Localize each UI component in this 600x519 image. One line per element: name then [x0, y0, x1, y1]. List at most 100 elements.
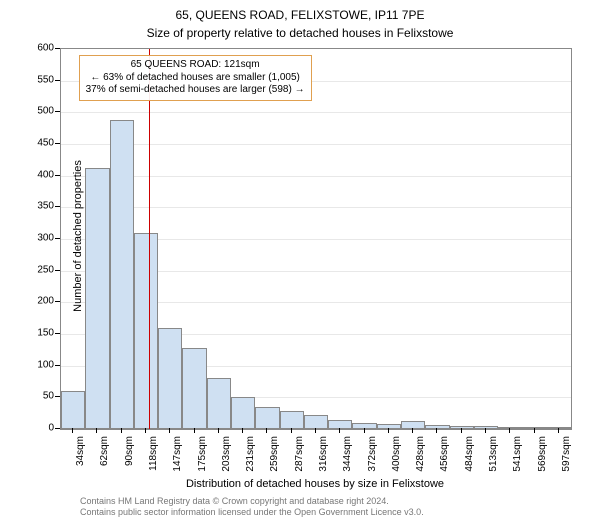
bar: [522, 427, 546, 429]
x-tick-label: 259sqm: [269, 436, 280, 481]
x-tick: [145, 428, 146, 433]
x-tick: [218, 428, 219, 433]
info-line-2: ← 63% of detached houses are smaller (1,…: [86, 72, 305, 85]
x-tick: [315, 428, 316, 433]
x-tick-label: 203sqm: [221, 436, 232, 481]
chart-container: 65, QUEENS ROAD, FELIXSTOWE, IP11 7PE Si…: [0, 0, 600, 500]
y-tick: [55, 80, 60, 81]
x-tick-label: 287sqm: [294, 436, 305, 481]
bar: [401, 421, 425, 429]
x-tick-label: 316sqm: [318, 436, 329, 481]
y-tick-label: 250: [26, 264, 54, 275]
gridline: [61, 176, 571, 177]
y-tick-label: 100: [26, 359, 54, 370]
y-tick-label: 550: [26, 74, 54, 85]
y-tick-label: 600: [26, 43, 54, 54]
x-tick: [436, 428, 437, 433]
reference-line: [149, 49, 150, 429]
y-tick: [55, 428, 60, 429]
bar: [158, 328, 182, 429]
x-tick-label: 62sqm: [99, 436, 110, 481]
x-tick-label: 484sqm: [464, 436, 475, 481]
x-tick: [242, 428, 243, 433]
x-tick-label: 34sqm: [75, 436, 86, 481]
info-line-1: 65 QUEENS ROAD: 121sqm: [86, 59, 305, 72]
bar: [85, 168, 109, 429]
bar: [547, 427, 571, 429]
y-tick: [55, 111, 60, 112]
y-axis-label: Number of detached properties: [72, 160, 84, 312]
y-tick: [55, 206, 60, 207]
x-tick: [169, 428, 170, 433]
bar: [425, 425, 449, 429]
y-tick: [55, 48, 60, 49]
bar: [207, 378, 231, 429]
y-tick-label: 450: [26, 138, 54, 149]
y-tick: [55, 238, 60, 239]
bar: [110, 120, 134, 429]
y-tick: [55, 301, 60, 302]
y-tick-label: 500: [26, 106, 54, 117]
info-box: 65 QUEENS ROAD: 121sqm ← 63% of detached…: [79, 55, 312, 101]
bar: [255, 407, 279, 429]
chart-title: Size of property relative to detached ho…: [147, 26, 454, 40]
y-tick: [55, 333, 60, 334]
y-tick-label: 200: [26, 296, 54, 307]
x-tick: [412, 428, 413, 433]
x-tick-label: 231sqm: [245, 436, 256, 481]
x-tick: [339, 428, 340, 433]
plot-area: 65 QUEENS ROAD: 121sqm ← 63% of detached…: [60, 48, 572, 430]
x-tick-label: 569sqm: [537, 436, 548, 481]
x-tick: [194, 428, 195, 433]
x-tick: [558, 428, 559, 433]
bar: [450, 426, 474, 429]
x-tick: [388, 428, 389, 433]
y-tick: [55, 365, 60, 366]
x-tick: [72, 428, 73, 433]
x-tick-label: 456sqm: [439, 436, 450, 481]
bar: [498, 427, 522, 429]
bar: [304, 415, 328, 429]
x-tick: [291, 428, 292, 433]
bar: [182, 348, 206, 429]
y-tick-label: 150: [26, 328, 54, 339]
bar: [231, 397, 255, 429]
y-tick: [55, 143, 60, 144]
footer-text: Contains HM Land Registry data © Crown c…: [80, 496, 424, 519]
x-tick: [485, 428, 486, 433]
x-tick-label: 428sqm: [415, 436, 426, 481]
bar: [377, 424, 401, 429]
x-tick: [121, 428, 122, 433]
y-tick: [55, 396, 60, 397]
y-tick: [55, 270, 60, 271]
chart-supertitle: 65, QUEENS ROAD, FELIXSTOWE, IP11 7PE: [176, 8, 425, 22]
footer-line-1: Contains HM Land Registry data © Crown c…: [80, 496, 424, 507]
bar: [328, 420, 352, 430]
gridline: [61, 112, 571, 113]
y-tick-label: 350: [26, 201, 54, 212]
x-tick-label: 118sqm: [148, 436, 159, 481]
x-tick: [266, 428, 267, 433]
x-tick-label: 344sqm: [342, 436, 353, 481]
gridline: [61, 144, 571, 145]
x-tick-label: 597sqm: [561, 436, 572, 481]
x-tick-label: 513sqm: [488, 436, 499, 481]
bar: [134, 233, 158, 429]
x-tick-label: 147sqm: [172, 436, 183, 481]
info-line-3: 37% of semi-detached houses are larger (…: [86, 84, 305, 97]
x-tick-label: 90sqm: [124, 436, 135, 481]
x-axis-label: Distribution of detached houses by size …: [186, 478, 444, 490]
x-tick: [461, 428, 462, 433]
x-tick-label: 175sqm: [197, 436, 208, 481]
bar: [280, 411, 304, 429]
y-tick-label: 0: [26, 423, 54, 434]
y-tick: [55, 175, 60, 176]
y-tick-label: 400: [26, 169, 54, 180]
y-tick-label: 50: [26, 391, 54, 402]
x-tick-label: 400sqm: [391, 436, 402, 481]
y-tick-label: 300: [26, 233, 54, 244]
x-tick-label: 372sqm: [367, 436, 378, 481]
x-tick: [509, 428, 510, 433]
x-tick: [364, 428, 365, 433]
footer-line-2: Contains public sector information licen…: [80, 507, 424, 518]
